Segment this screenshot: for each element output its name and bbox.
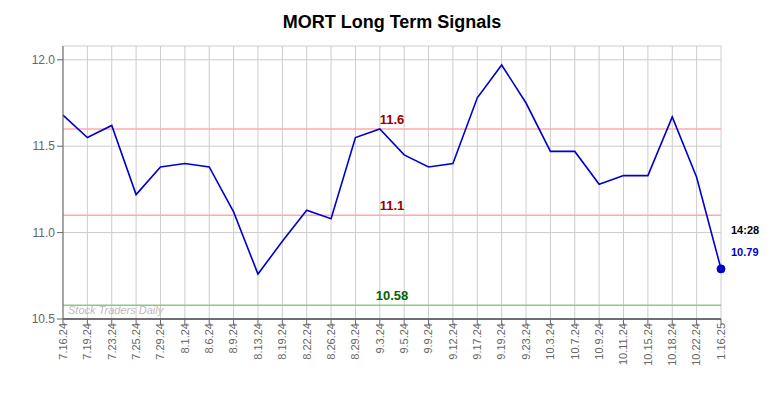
svg-text:9.9.24: 9.9.24 (422, 323, 434, 354)
svg-text:10.79: 10.79 (731, 246, 759, 258)
svg-text:9.19.24: 9.19.24 (495, 323, 507, 360)
svg-text:9.17.24: 9.17.24 (471, 323, 483, 360)
svg-text:10.22.24: 10.22.24 (690, 323, 702, 366)
svg-text:8.19.24: 8.19.24 (276, 323, 288, 360)
svg-text:9.3.24: 9.3.24 (374, 323, 386, 354)
svg-text:11.5: 11.5 (33, 139, 56, 153)
svg-text:8.9.24: 8.9.24 (227, 323, 239, 354)
svg-text:8.22.24: 8.22.24 (301, 323, 313, 360)
svg-text:10.7.24: 10.7.24 (569, 323, 581, 360)
svg-text:8.1.24: 8.1.24 (179, 323, 191, 354)
svg-text:10.3.24: 10.3.24 (544, 323, 556, 360)
svg-text:9.5.24: 9.5.24 (398, 323, 410, 354)
svg-text:7.25.24: 7.25.24 (130, 323, 142, 360)
svg-text:9.23.24: 9.23.24 (520, 323, 532, 360)
svg-text:11.1: 11.1 (380, 198, 405, 213)
svg-text:10.11.24: 10.11.24 (617, 323, 629, 365)
svg-text:10.5: 10.5 (32, 312, 56, 326)
svg-text:7.16.24: 7.16.24 (57, 323, 69, 360)
svg-text:Stock Traders Daily: Stock Traders Daily (68, 304, 165, 316)
svg-text:8.6.24: 8.6.24 (203, 323, 215, 354)
svg-text:10.15.24: 10.15.24 (642, 323, 654, 366)
svg-text:8.26.24: 8.26.24 (325, 323, 337, 360)
svg-text:10.18.24: 10.18.24 (666, 323, 678, 366)
svg-text:8.13.24: 8.13.24 (252, 323, 264, 360)
svg-text:11.6: 11.6 (380, 112, 405, 127)
svg-text:12.0: 12.0 (32, 53, 56, 67)
svg-text:1.16.25: 1.16.25 (715, 323, 727, 360)
svg-text:9.12.24: 9.12.24 (447, 323, 459, 360)
svg-text:7.23.24: 7.23.24 (106, 323, 118, 360)
svg-text:7.29.24: 7.29.24 (154, 323, 166, 360)
svg-text:11.0: 11.0 (33, 226, 56, 240)
svg-text:14:28: 14:28 (731, 224, 759, 236)
svg-text:7.19.24: 7.19.24 (81, 323, 93, 360)
html-text:MORT Long Term Signals: MORT Long Term Signals (282, 12, 502, 32)
svg-text:10.9.24: 10.9.24 (593, 323, 605, 360)
svg-text:8.29.24: 8.29.24 (349, 323, 361, 360)
svg-text:10.58: 10.58 (376, 288, 409, 303)
